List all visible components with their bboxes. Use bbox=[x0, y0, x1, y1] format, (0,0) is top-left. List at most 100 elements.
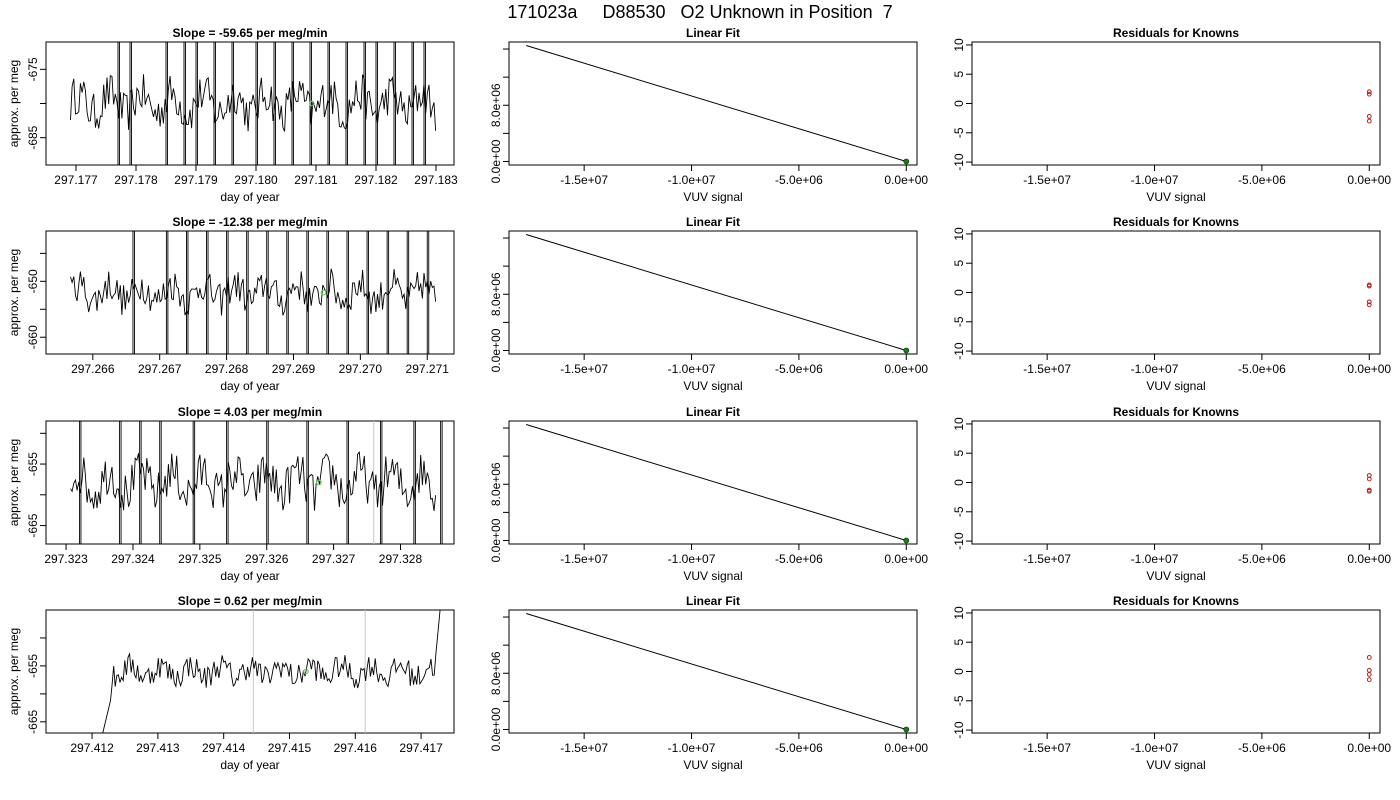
residual-point bbox=[1366, 672, 1372, 677]
plot-area bbox=[70, 421, 443, 544]
panel-r3-time-series: Slope = 4.03 per meg/min day of year appro… bbox=[7, 405, 455, 583]
x-tick-label: 297.416 bbox=[334, 741, 378, 755]
x-tick-label: -1.0e+07 bbox=[668, 173, 716, 187]
x-tick-label: -1.0e+07 bbox=[1131, 741, 1179, 755]
x-tick-label: -5.0e+06 bbox=[1238, 362, 1286, 376]
y-tick-label: 5 bbox=[952, 450, 966, 457]
y-tick-label: 0 bbox=[952, 289, 966, 296]
plot-frame bbox=[45, 420, 455, 545]
x-tick-label: -5.0e+06 bbox=[1238, 173, 1286, 187]
y-tick-label: -650 bbox=[26, 269, 40, 293]
y-tick-label: -10 bbox=[952, 342, 966, 360]
x-tick-label: 0.0e+00 bbox=[1347, 552, 1391, 566]
panel-title: Residuals for Knowns bbox=[1113, 26, 1239, 40]
plot-frame bbox=[508, 420, 918, 545]
residual-point bbox=[1366, 89, 1372, 95]
plot-area bbox=[526, 613, 910, 733]
x-tick-label: 297.269 bbox=[272, 362, 316, 376]
x-tick-label: 297.328 bbox=[379, 552, 423, 566]
x-tick-label: -1.0e+07 bbox=[668, 741, 716, 755]
series-line bbox=[70, 268, 437, 316]
panel-r4-linear-fit: Linear Fit VUV signal -1.5e+07 -1.0e+07 -5.0… bbox=[489, 594, 928, 772]
x-tick-label: 297.271 bbox=[406, 362, 450, 376]
x-axis-label: VUV signal bbox=[1146, 190, 1205, 204]
y-tick-label: 0.0e+00 bbox=[489, 328, 503, 372]
y-tick-label: -665 bbox=[26, 709, 40, 733]
panel-title: Linear Fit bbox=[686, 26, 740, 40]
x-tick-label: 297.268 bbox=[205, 362, 249, 376]
plot-frame bbox=[45, 41, 455, 166]
residual-point bbox=[1366, 677, 1372, 683]
plot-frame bbox=[971, 230, 1381, 355]
y-tick-label: -5 bbox=[952, 127, 966, 138]
y-tick-label: 8.0e+06 bbox=[489, 651, 503, 695]
mean-marker bbox=[303, 668, 309, 675]
panel-r3-residuals: Residuals for Knowns VUV signal -1.5e+07 -1… bbox=[952, 405, 1391, 583]
plot-frame bbox=[971, 609, 1381, 734]
x-tick-label: 297.178 bbox=[114, 173, 158, 187]
x-tick-label: 297.181 bbox=[294, 173, 338, 187]
panel-title: Linear Fit bbox=[686, 405, 740, 419]
x-axis-label: VUV signal bbox=[683, 379, 742, 393]
x-tick-label: 297.414 bbox=[202, 741, 246, 755]
plot-area bbox=[526, 424, 910, 544]
plot-area bbox=[526, 45, 910, 165]
x-tick-label: 297.413 bbox=[136, 741, 180, 755]
panel-r2-residuals: Residuals for Knowns VUV signal -1.5e+07 -1… bbox=[952, 215, 1391, 393]
series-line bbox=[70, 451, 437, 512]
y-tick-label: 0.0e+00 bbox=[489, 139, 503, 183]
panel-r4-residuals: Residuals for Knowns VUV signal -1.5e+07 -1… bbox=[952, 594, 1391, 772]
y-tick-label: -10 bbox=[952, 532, 966, 550]
fit-point bbox=[903, 537, 910, 544]
x-axis-label: VUV signal bbox=[683, 569, 742, 583]
x-tick-label: -1.0e+07 bbox=[668, 362, 716, 376]
mean-marker bbox=[308, 100, 315, 107]
y-tick-label: -675 bbox=[26, 57, 40, 81]
panel-r1-residuals: Residuals for Knowns VUV signal -1.5e+07 -1… bbox=[952, 26, 1391, 204]
x-tick-label: 297.267 bbox=[138, 362, 182, 376]
x-tick-label: 0.0e+00 bbox=[884, 362, 928, 376]
x-axis-label: VUV signal bbox=[683, 758, 742, 772]
panel-title: Slope = -59.65 per meg/min bbox=[172, 26, 327, 40]
x-tick-label: 297.183 bbox=[414, 173, 458, 187]
fit-line bbox=[526, 45, 907, 162]
y-tick-label: 10 bbox=[952, 606, 966, 620]
x-axis-label: day of year bbox=[220, 190, 279, 204]
series-line bbox=[70, 74, 437, 132]
y-tick-label: 0 bbox=[952, 668, 966, 675]
plot-area bbox=[70, 231, 437, 354]
plot-frame bbox=[508, 41, 918, 166]
x-tick-label: -1.5e+07 bbox=[1023, 741, 1071, 755]
x-tick-label: 0.0e+00 bbox=[1347, 741, 1391, 755]
x-tick-label: 297.266 bbox=[71, 362, 115, 376]
x-axis-label: day of year bbox=[220, 758, 279, 772]
panel-r2-linear-fit: Linear Fit VUV signal -1.5e+07 -1.0e+07 -5.0… bbox=[489, 215, 928, 393]
plot-frame bbox=[971, 420, 1381, 545]
y-tick-label: -5 bbox=[952, 316, 966, 327]
panel-title: Slope = 4.03 per meg/min bbox=[178, 405, 322, 419]
x-tick-label: -5.0e+06 bbox=[775, 362, 823, 376]
y-tick-label: -10 bbox=[952, 721, 966, 739]
x-tick-label: -1.5e+07 bbox=[1023, 552, 1071, 566]
residual-point bbox=[1366, 91, 1372, 97]
y-tick-label: -655 bbox=[26, 654, 40, 678]
x-tick-label: 297.325 bbox=[178, 552, 222, 566]
y-tick-label: 0.0e+00 bbox=[489, 707, 503, 751]
x-tick-label: 297.180 bbox=[234, 173, 278, 187]
x-tick-label: -5.0e+06 bbox=[775, 741, 823, 755]
y-tick-label: 8.0e+06 bbox=[489, 462, 503, 506]
y-tick-label: -665 bbox=[26, 513, 40, 537]
panel-r1-time-series: Slope = -59.65 per meg/min day of year app… bbox=[7, 26, 458, 204]
panel-r1-linear-fit: Linear Fit VUV signal -1.5e+07 -1.0e+07 -5.0… bbox=[489, 26, 928, 204]
y-tick-label: -5 bbox=[952, 695, 966, 706]
residual-point bbox=[1366, 118, 1372, 124]
panel-title: Linear Fit bbox=[686, 594, 740, 608]
x-axis-label: VUV signal bbox=[1146, 379, 1205, 393]
panel-r2-time-series: Slope = -12.38 per meg/min day of year app… bbox=[7, 215, 455, 393]
x-tick-label: 297.326 bbox=[245, 552, 289, 566]
y-tick-label: -5 bbox=[952, 506, 966, 517]
x-tick-label: -1.0e+07 bbox=[1131, 362, 1179, 376]
y-tick-label: 8.0e+06 bbox=[489, 83, 503, 127]
x-axis-label: VUV signal bbox=[1146, 758, 1205, 772]
